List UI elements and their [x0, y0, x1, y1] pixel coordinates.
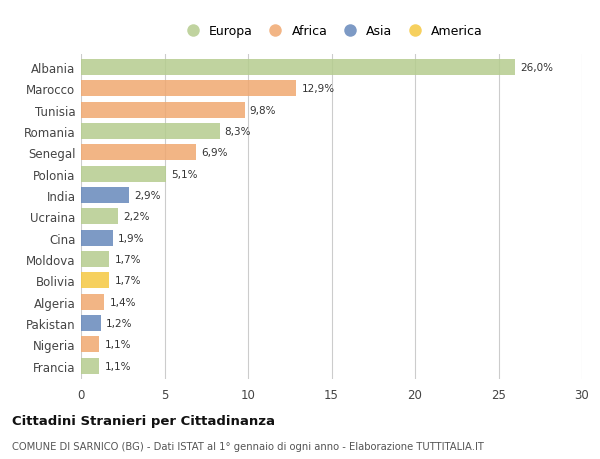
Text: 26,0%: 26,0% — [520, 63, 553, 73]
Text: 2,9%: 2,9% — [134, 190, 161, 201]
Text: 1,1%: 1,1% — [104, 361, 131, 371]
Bar — [81, 252, 109, 268]
Text: 1,1%: 1,1% — [104, 340, 131, 350]
Bar — [81, 294, 104, 310]
Bar — [81, 81, 296, 97]
Text: 1,7%: 1,7% — [115, 276, 141, 286]
Bar — [81, 145, 196, 161]
Text: 2,2%: 2,2% — [123, 212, 149, 222]
Bar — [81, 166, 166, 182]
Text: 6,9%: 6,9% — [201, 148, 228, 158]
Text: 1,7%: 1,7% — [115, 254, 141, 264]
Bar — [81, 124, 220, 140]
Text: 1,2%: 1,2% — [106, 319, 133, 328]
Bar — [81, 188, 130, 204]
Text: 5,1%: 5,1% — [171, 169, 197, 179]
Bar — [81, 209, 118, 225]
Bar — [81, 358, 100, 374]
Bar — [81, 273, 109, 289]
Text: 1,4%: 1,4% — [109, 297, 136, 307]
Text: 8,3%: 8,3% — [224, 127, 251, 137]
Legend: Europa, Africa, Asia, America: Europa, Africa, Asia, America — [178, 22, 485, 40]
Bar — [81, 60, 515, 76]
Text: 1,9%: 1,9% — [118, 233, 144, 243]
Bar — [81, 102, 245, 118]
Text: 9,8%: 9,8% — [250, 106, 276, 115]
Text: COMUNE DI SARNICO (BG) - Dati ISTAT al 1° gennaio di ogni anno - Elaborazione TU: COMUNE DI SARNICO (BG) - Dati ISTAT al 1… — [12, 441, 484, 451]
Text: Cittadini Stranieri per Cittadinanza: Cittadini Stranieri per Cittadinanza — [12, 414, 275, 428]
Bar — [81, 315, 101, 331]
Text: 12,9%: 12,9% — [301, 84, 335, 94]
Bar — [81, 336, 100, 353]
Bar — [81, 230, 113, 246]
